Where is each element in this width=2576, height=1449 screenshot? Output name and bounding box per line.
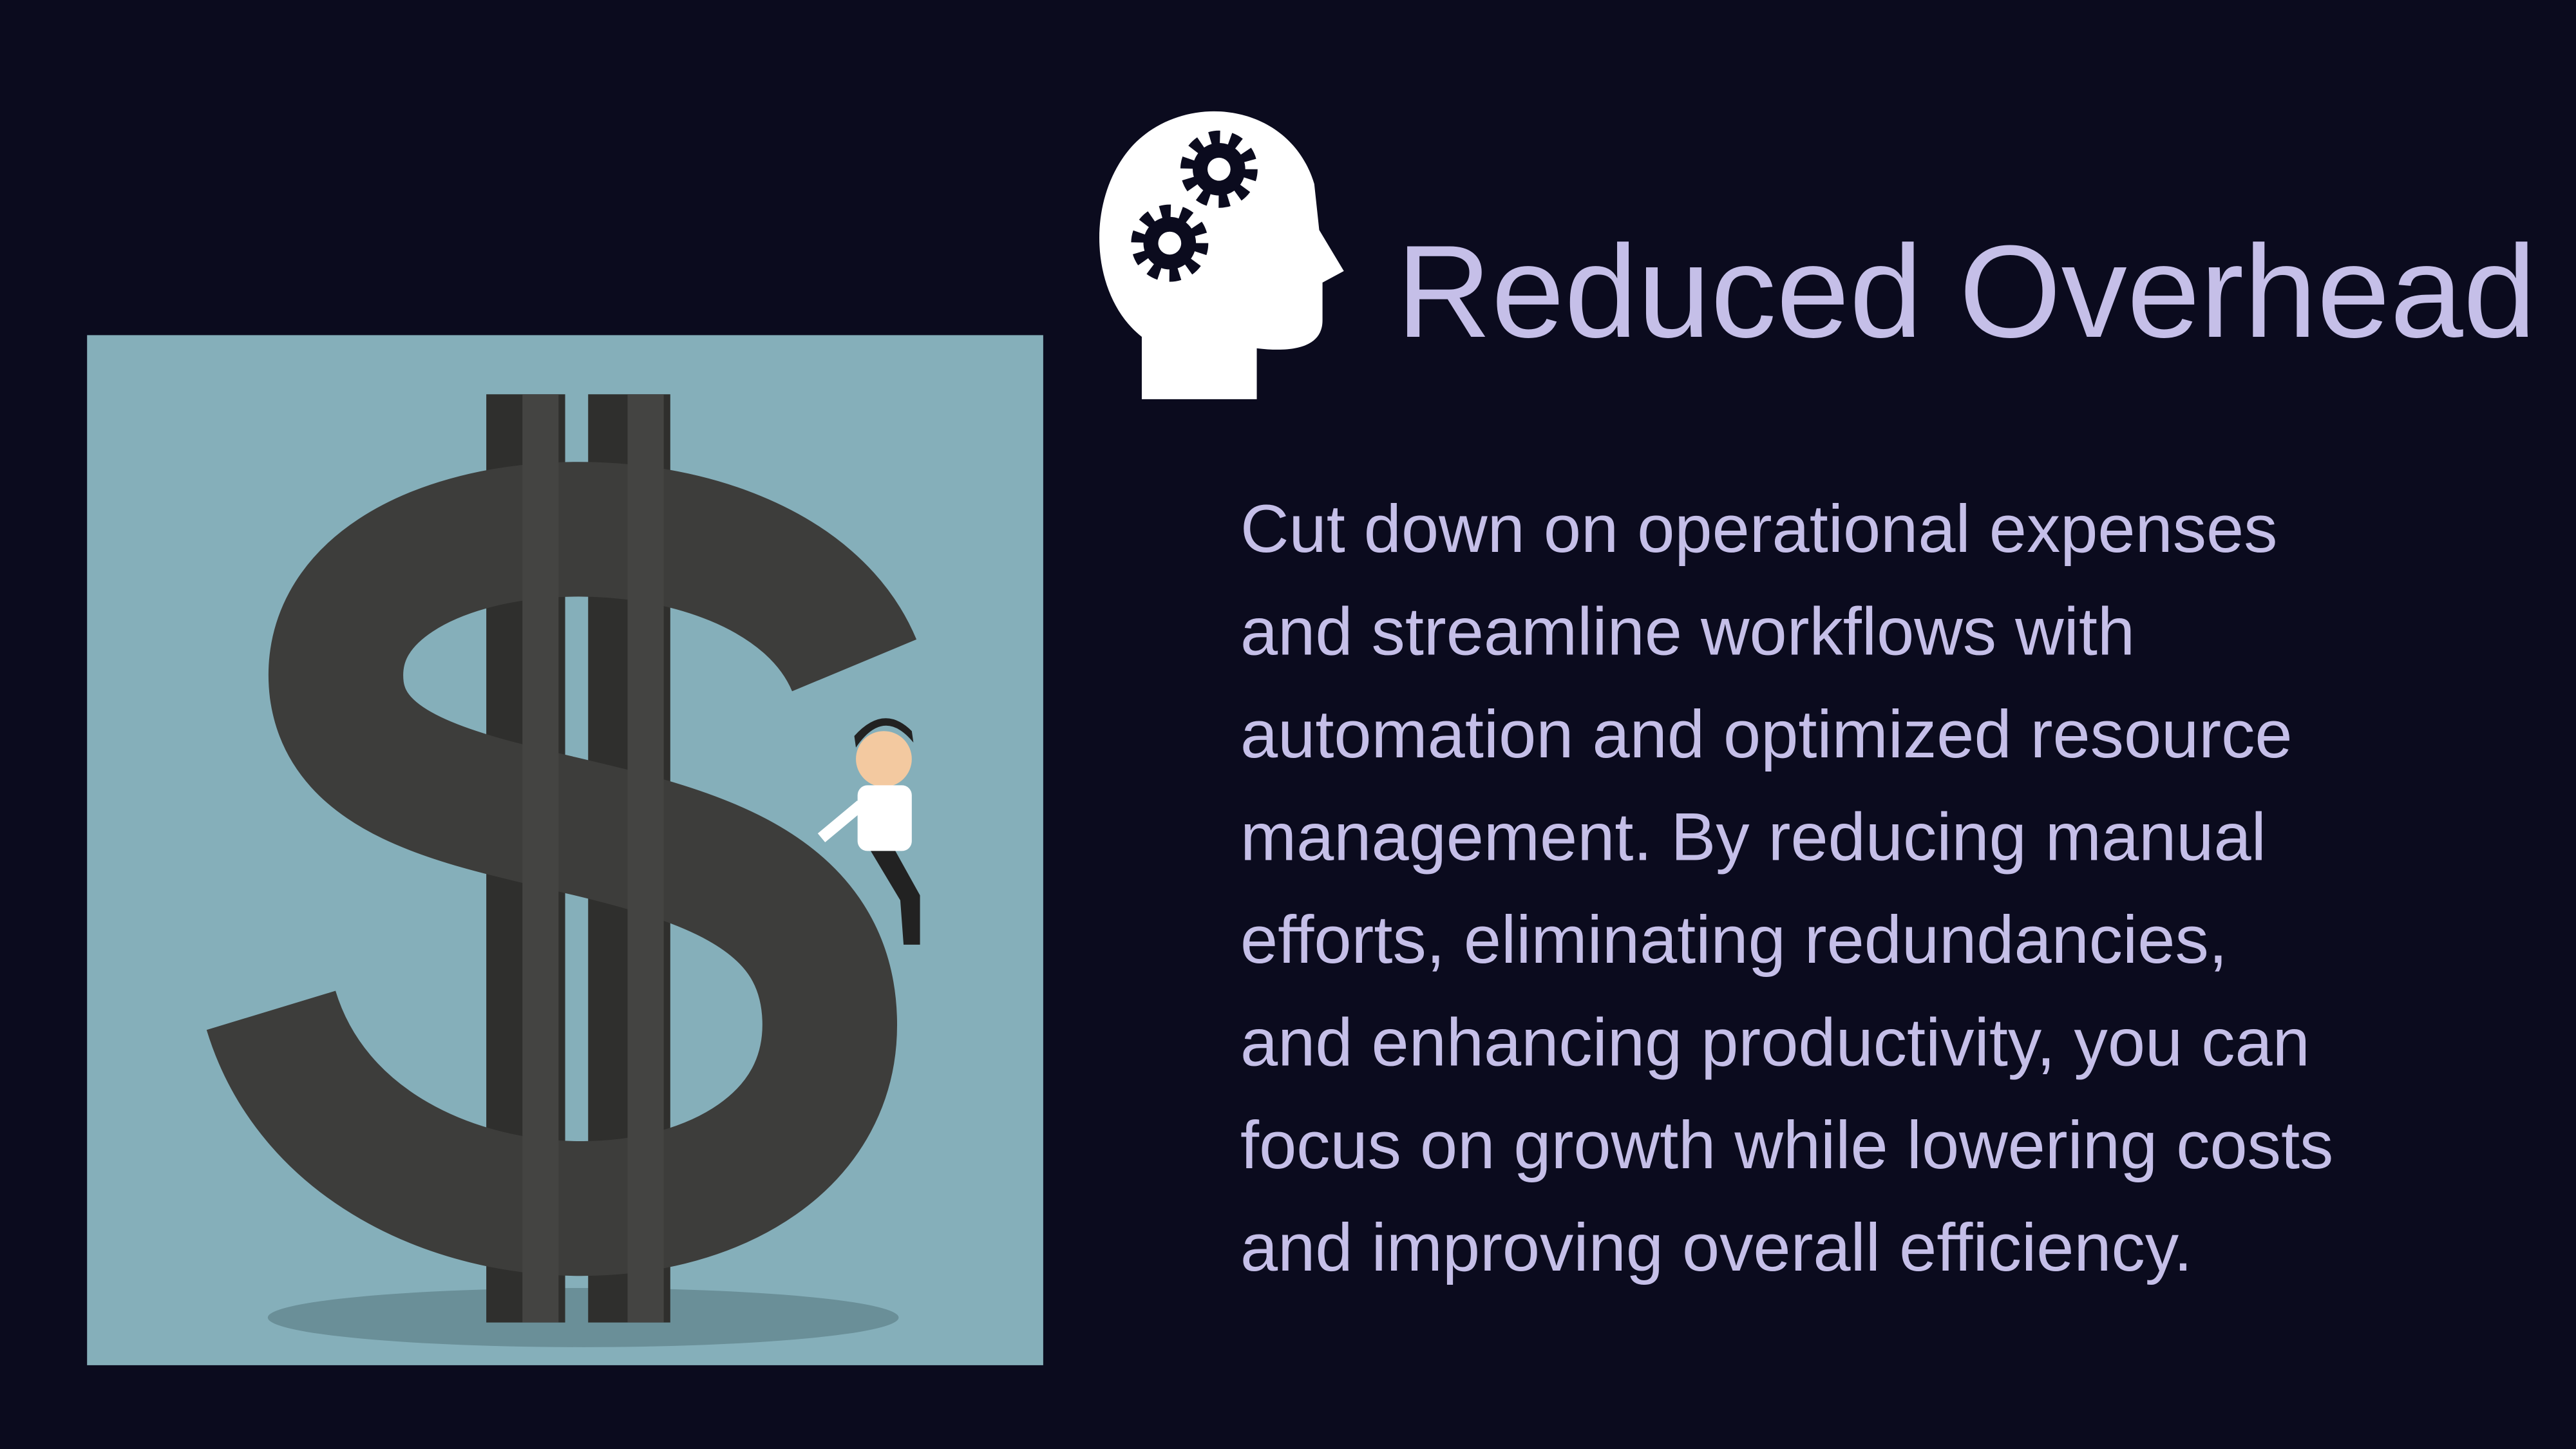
body-text: Cut down on operational expenses and stre…: [1240, 491, 2333, 1285]
body-line: Cut down on operational expenses: [1240, 491, 2277, 567]
slide-title: Reduced Overhead: [1396, 218, 2536, 365]
body-line: and enhancing productivity, you can: [1240, 1005, 2310, 1080]
body-line: efforts, eliminating redundancies,: [1240, 902, 2228, 978]
body-line: automation and optimized resource: [1240, 697, 2293, 772]
head-gears-icon: [1099, 111, 1344, 399]
body-line: focus on growth while lowering costs: [1240, 1108, 2333, 1183]
dollar-illustration: [87, 335, 1043, 1365]
body-line: management. By reducing manual: [1240, 799, 2266, 875]
body-line: and streamline workflows with: [1240, 594, 2135, 670]
body-line: and improving overall efficiency.: [1240, 1210, 2192, 1285]
